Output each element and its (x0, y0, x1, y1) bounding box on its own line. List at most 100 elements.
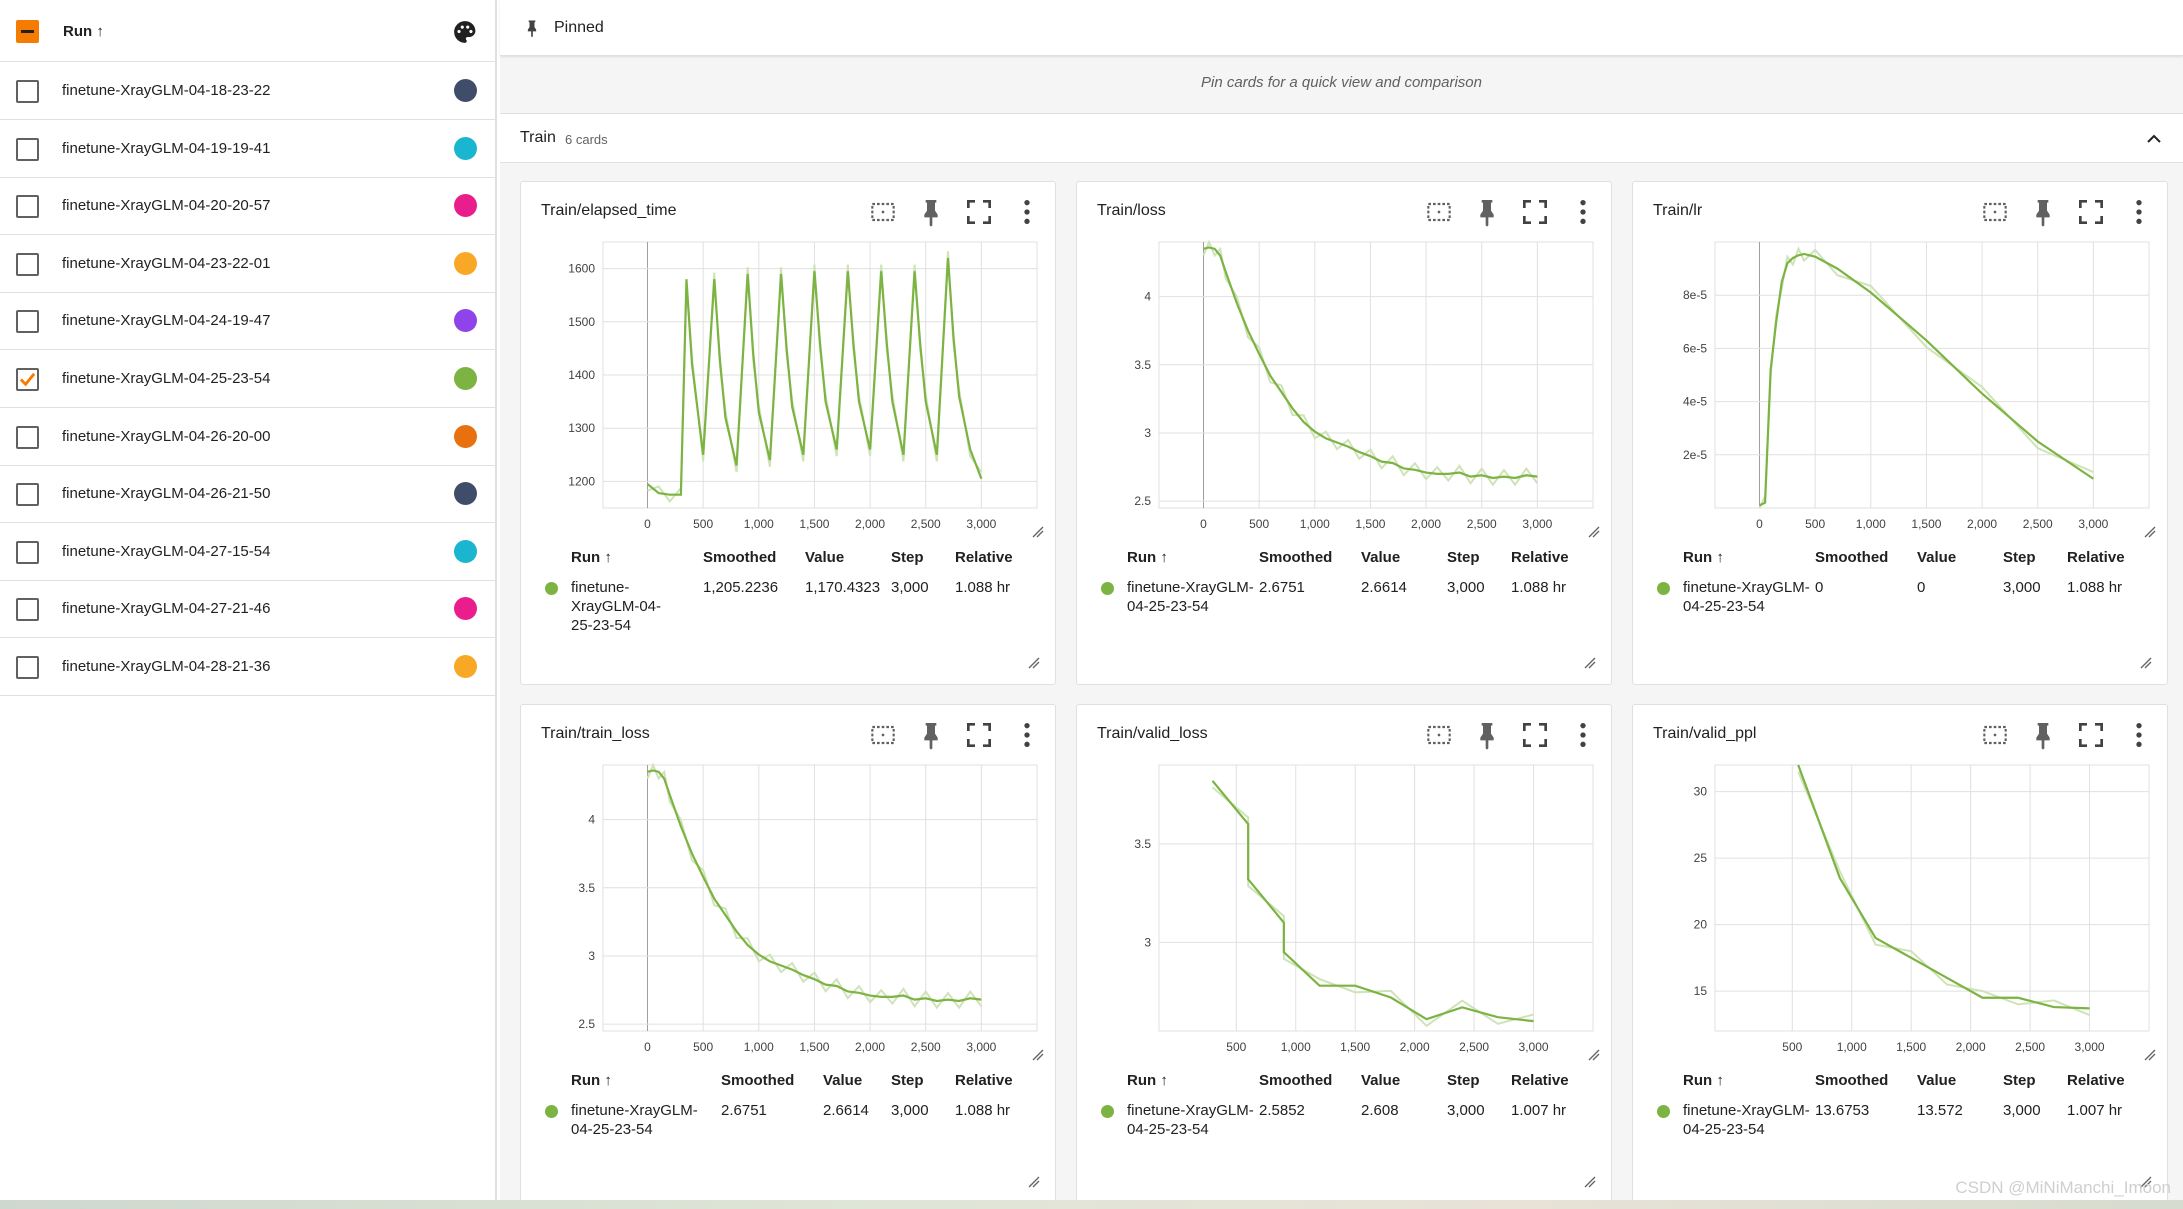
fit-domain-icon[interactable] (1423, 719, 1455, 751)
run-color-swatch[interactable] (454, 79, 477, 102)
run-color-swatch[interactable] (454, 136, 477, 160)
line-chart[interactable]: 500 1,000 1,500 2,000 2,500 3,000 30 25 20 15 (1633, 705, 2169, 1065)
run-color-swatch[interactable] (454, 424, 477, 448)
run-color-swatch[interactable] (454, 367, 477, 390)
run-color-swatch[interactable] (454, 655, 477, 678)
line-chart[interactable]: 0 500 1,000 1,500 2,000 2,500 3,000 4 3.5 3 2.5 (521, 705, 1057, 1065)
run-checkbox[interactable] (16, 598, 39, 622)
run-column-header[interactable]: Run ↑ (63, 23, 104, 40)
run-row[interactable]: finetune-XrayGLM-04-18-23-22 (0, 62, 495, 120)
run-checkbox[interactable] (16, 137, 39, 161)
run-color-swatch[interactable] (454, 251, 477, 275)
pin-card-icon[interactable] (1471, 196, 1503, 228)
table-header-value: Value (805, 549, 845, 566)
line-chart[interactable]: 500 1,000 1,500 2,000 2,500 3,000 3.5 3 (1077, 705, 1613, 1065)
run-checkbox[interactable] (16, 540, 39, 564)
chart-resize-handle (1588, 1049, 1600, 1061)
run-name: finetune-XrayGLM-04-28-21-36 (62, 658, 271, 675)
run-row[interactable]: finetune-XrayGLM-04-20-20-57 (0, 177, 495, 236)
palette-icon[interactable] (452, 19, 478, 45)
run-checkbox[interactable] (16, 483, 39, 507)
run-row[interactable]: finetune-XrayGLM-04-25-23-54 (0, 350, 495, 408)
more-vert-icon[interactable] (2123, 196, 2155, 228)
more-vert-icon[interactable] (1011, 196, 1043, 228)
pin-card-icon[interactable] (915, 719, 947, 751)
run-row[interactable]: finetune-XrayGLM-04-26-21-50 (0, 465, 495, 524)
scalar-card: Train/lr 0 500 1,000 1,500 2,000 2,500 3,000 8e-… (1632, 181, 2168, 685)
fullscreen-icon[interactable] (1519, 719, 1551, 751)
fit-domain-icon[interactable] (867, 196, 899, 228)
select-all-checkbox[interactable] (16, 20, 39, 43)
scalar-card: Train/valid_loss 500 1,000 1,500 2,000 2,500 3… (1076, 704, 1612, 1204)
run-row[interactable]: finetune-XrayGLM-04-28-21-36 (0, 638, 495, 696)
pin-card-icon[interactable] (2027, 719, 2059, 751)
card-resize-icon[interactable] (2139, 1175, 2153, 1189)
run-checkbox[interactable] (16, 310, 39, 334)
run-checkbox[interactable] (16, 80, 39, 103)
card-resize-icon[interactable] (1027, 656, 1041, 670)
table-header-run[interactable]: Run ↑ (1683, 549, 1724, 566)
run-row[interactable]: finetune-XrayGLM-04-27-21-46 (0, 580, 495, 639)
line-chart[interactable]: 0 500 1,000 1,500 2,000 2,500 3,000 8e-5 6e-5 4e-… (1633, 182, 2169, 542)
fit-domain-icon[interactable] (1979, 719, 2011, 751)
table-header-run[interactable]: Run ↑ (1127, 549, 1168, 566)
line-chart[interactable]: 0 500 1,000 1,500 2,000 2,500 3,000 1600 1500 140… (521, 182, 1057, 542)
card-resize-icon[interactable] (1583, 656, 1597, 670)
x-tick-label: 1,500 (1896, 1040, 1926, 1054)
run-color-swatch[interactable] (454, 482, 477, 506)
fullscreen-icon[interactable] (2075, 196, 2107, 228)
table-cell-run: finetune-XrayGLM-04-25-23-54 (1127, 1102, 1254, 1138)
y-tick-label: 2.5 (1134, 494, 1151, 508)
chevron-up-icon[interactable] (2142, 127, 2166, 151)
run-row[interactable]: finetune-XrayGLM-04-23-22-01 (0, 235, 495, 293)
run-color-swatch[interactable] (454, 597, 477, 621)
group-card-count: 6 cards (565, 132, 608, 147)
card-resize-icon[interactable] (1583, 1175, 1597, 1189)
train-group-header[interactable]: Train 6 cards (500, 113, 2183, 163)
run-checkbox[interactable] (16, 252, 39, 276)
run-checkbox[interactable] (16, 368, 39, 391)
run-row[interactable]: finetune-XrayGLM-04-24-19-47 (0, 292, 495, 351)
run-checkbox[interactable] (16, 195, 39, 219)
more-vert-icon[interactable] (1011, 719, 1043, 751)
run-row[interactable]: finetune-XrayGLM-04-26-20-00 (0, 408, 495, 466)
run-row[interactable]: finetune-XrayGLM-04-19-19-41 (0, 120, 495, 178)
fullscreen-icon[interactable] (963, 196, 995, 228)
run-color-swatch[interactable] (454, 309, 477, 333)
plot-area (1158, 241, 1594, 509)
card-resize-icon[interactable] (2139, 656, 2153, 670)
run-color-swatch[interactable] (454, 194, 477, 218)
run-checkbox[interactable] (16, 425, 39, 449)
table-header-run[interactable]: Run ↑ (1127, 1072, 1168, 1089)
pin-card-icon[interactable] (2027, 196, 2059, 228)
line-chart[interactable]: 0 500 1,000 1,500 2,000 2,500 3,000 4 3.5 3 2.5 (1077, 182, 1613, 542)
table-header-run[interactable]: Run ↑ (571, 1072, 612, 1089)
fit-domain-icon[interactable] (1423, 196, 1455, 228)
fullscreen-icon[interactable] (963, 719, 995, 751)
table-header-run[interactable]: Run ↑ (1683, 1072, 1724, 1089)
more-vert-icon[interactable] (1567, 196, 1599, 228)
x-tick-label: 3,000 (1519, 1040, 1549, 1054)
more-vert-icon[interactable] (1567, 719, 1599, 751)
fullscreen-icon[interactable] (2075, 719, 2107, 751)
y-tick-label: 1400 (568, 368, 595, 382)
y-tick-label: 6e-5 (1683, 341, 1707, 355)
pin-card-icon[interactable] (1471, 719, 1503, 751)
y-tick-label: 20 (1694, 918, 1708, 932)
fullscreen-icon[interactable] (1519, 196, 1551, 228)
table-cell-step: 3,000 (2003, 579, 2041, 596)
run-checkbox[interactable] (16, 656, 39, 679)
fit-domain-icon[interactable] (867, 719, 899, 751)
pin-card-icon[interactable] (915, 196, 947, 228)
card-resize-icon[interactable] (1027, 1175, 1041, 1189)
fit-domain-icon[interactable] (1979, 196, 2011, 228)
run-color-swatch[interactable] (454, 539, 477, 563)
runs-table-header: Run ↑ (0, 0, 495, 62)
plot-area (1158, 764, 1594, 1032)
x-tick-label: 500 (1249, 517, 1269, 531)
run-row[interactable]: finetune-XrayGLM-04-27-15-54 (0, 523, 495, 581)
table-header-run[interactable]: Run ↑ (571, 549, 612, 566)
y-tick-label: 1200 (568, 474, 595, 488)
plot-area (602, 764, 1038, 1032)
more-vert-icon[interactable] (2123, 719, 2155, 751)
